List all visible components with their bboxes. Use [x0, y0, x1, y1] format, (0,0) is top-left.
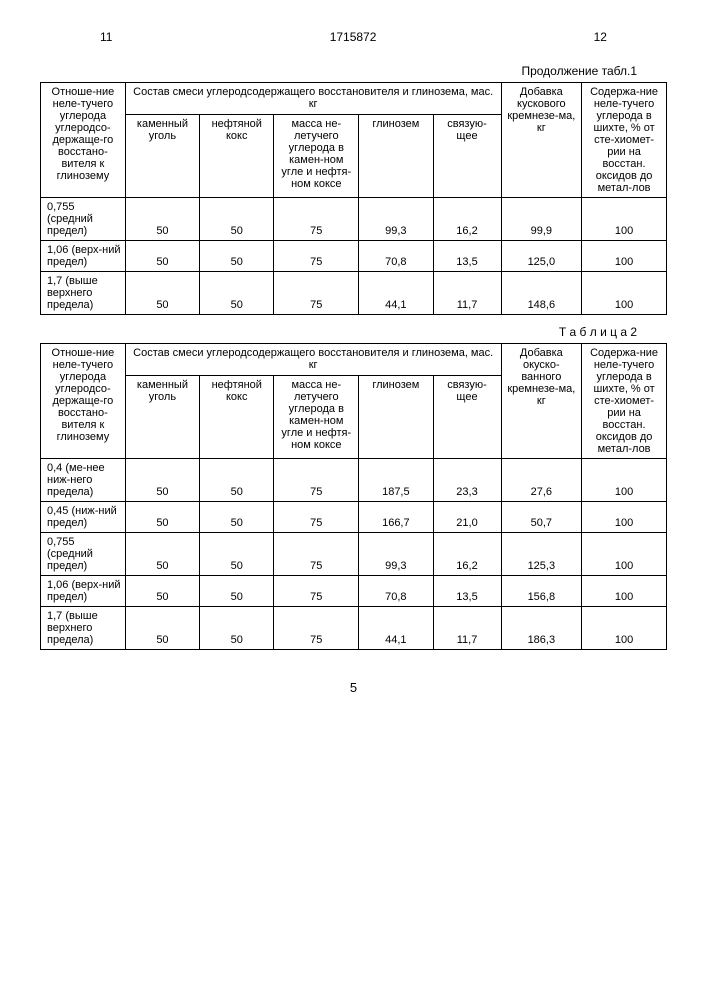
table-row: 0,45 (ниж-ний предел)505075166,721,050,7…: [41, 502, 667, 533]
cell-coal: 50: [125, 502, 199, 533]
cell-alumina: 44,1: [359, 272, 433, 315]
cell-additive: 50,7: [501, 502, 582, 533]
row-label: 0,755 (средний предел): [41, 533, 126, 576]
row-label: 0,4 (ме-нее ниж-него предела): [41, 459, 126, 502]
cell-alumina: 187,5: [359, 459, 433, 502]
cell-alumina: 99,3: [359, 198, 433, 241]
cell-content: 100: [582, 607, 667, 650]
t2-col-alumina: глинозем: [359, 376, 433, 459]
cell-alumina: 44,1: [359, 607, 433, 650]
t1-col-additive: Добавка кускового кремнезе-ма, кг: [501, 83, 582, 198]
cell-additive: 148,6: [501, 272, 582, 315]
cell-coal: 50: [125, 533, 199, 576]
cell-additive: 125,0: [501, 241, 582, 272]
cell-coal: 50: [125, 198, 199, 241]
cell-binder: 11,7: [433, 272, 501, 315]
cell-alumina: 99,3: [359, 533, 433, 576]
cell-coke: 50: [200, 198, 274, 241]
cell-content: 100: [582, 272, 667, 315]
t2-col-coal: каменный уголь: [125, 376, 199, 459]
t2-col-content: Содержа-ние неле-тучего углерода в шихте…: [582, 344, 667, 459]
t2-col-coke: нефтяной кокс: [200, 376, 274, 459]
row-label: 1,06 (верх-ний предел): [41, 241, 126, 272]
cell-mass: 75: [274, 198, 359, 241]
t2-col-ratio: Отноше-ние неле-тучего углерода углеродс…: [41, 344, 126, 459]
cell-coke: 50: [200, 241, 274, 272]
table1: Отноше-ние неле-тучего углерода углеродс…: [40, 82, 667, 315]
cell-coal: 50: [125, 459, 199, 502]
page-header: 11 1715872 12: [40, 30, 667, 44]
cell-binder: 13,5: [433, 576, 501, 607]
cell-coke: 50: [200, 607, 274, 650]
cell-mass: 75: [274, 533, 359, 576]
t1-col-mass: масса не-летучего углерода в камен-ном у…: [274, 115, 359, 198]
cell-alumina: 70,8: [359, 576, 433, 607]
t2-col-mass: масса не-летучего углерода в камен-ном у…: [274, 376, 359, 459]
cell-coke: 50: [200, 459, 274, 502]
page-left: 11: [100, 30, 112, 44]
row-label: 0,755 (средний предел): [41, 198, 126, 241]
cell-content: 100: [582, 459, 667, 502]
cell-content: 100: [582, 576, 667, 607]
cell-coke: 50: [200, 533, 274, 576]
table-row: 1,7 (выше верхнего предела)50507544,111,…: [41, 272, 667, 315]
cell-mass: 75: [274, 576, 359, 607]
t1-col-coke: нефтяной кокс: [200, 115, 274, 198]
t1-col-span: Состав смеси углеродсодержащего восстано…: [125, 83, 501, 115]
cell-alumina: 70,8: [359, 241, 433, 272]
table2-caption: Т а б л и ц а 2: [40, 325, 637, 339]
cell-coal: 50: [125, 272, 199, 315]
table-row: 1,7 (выше верхнего предела)50507544,111,…: [41, 607, 667, 650]
cell-mass: 75: [274, 459, 359, 502]
cell-additive: 99,9: [501, 198, 582, 241]
table2: Отноше-ние неле-тучего углерода углеродс…: [40, 343, 667, 650]
cell-binder: 21,0: [433, 502, 501, 533]
table-row: 1,06 (верх-ний предел)50507570,813,5156,…: [41, 576, 667, 607]
row-label: 1,7 (выше верхнего предела): [41, 272, 126, 315]
t2-col-binder: связую-щее: [433, 376, 501, 459]
cell-binder: 11,7: [433, 607, 501, 650]
cell-coal: 50: [125, 607, 199, 650]
row-label: 1,7 (выше верхнего предела): [41, 607, 126, 650]
cell-additive: 186,3: [501, 607, 582, 650]
row-label: 1,06 (верх-ний предел): [41, 576, 126, 607]
t1-col-binder: связую-щее: [433, 115, 501, 198]
t1-col-alumina: глинозем: [359, 115, 433, 198]
t1-col-ratio: Отноше-ние неле-тучего углерода углеродс…: [41, 83, 126, 198]
cell-content: 100: [582, 502, 667, 533]
cell-binder: 13,5: [433, 241, 501, 272]
t1-col-content: Содержа-ние неле-тучего углерода в шихте…: [582, 83, 667, 198]
table-row: 0,755 (средний предел)50507599,316,299,9…: [41, 198, 667, 241]
cell-coke: 50: [200, 272, 274, 315]
cell-coal: 50: [125, 241, 199, 272]
cell-additive: 27,6: [501, 459, 582, 502]
cell-alumina: 166,7: [359, 502, 433, 533]
cell-mass: 75: [274, 502, 359, 533]
table-row: 0,4 (ме-нее ниж-него предела)505075187,5…: [41, 459, 667, 502]
cell-binder: 23,3: [433, 459, 501, 502]
t2-col-span: Состав смеси углеродсодержащего восстано…: [125, 344, 501, 376]
row-label: 0,45 (ниж-ний предел): [41, 502, 126, 533]
t2-col-additive: Добавка окуско-ванного кремнезе-ма, кг: [501, 344, 582, 459]
cell-coal: 50: [125, 576, 199, 607]
cell-binder: 16,2: [433, 198, 501, 241]
page-right: 12: [594, 30, 607, 44]
doc-num: 1715872: [330, 30, 377, 44]
cell-mass: 75: [274, 241, 359, 272]
cell-content: 100: [582, 198, 667, 241]
cell-coke: 50: [200, 576, 274, 607]
t1-col-coal: каменный уголь: [125, 115, 199, 198]
cell-mass: 75: [274, 272, 359, 315]
cell-additive: 156,8: [501, 576, 582, 607]
table-row: 0,755 (средний предел)50507599,316,2125,…: [41, 533, 667, 576]
footer-page: 5: [40, 680, 667, 695]
cell-mass: 75: [274, 607, 359, 650]
cell-content: 100: [582, 241, 667, 272]
cell-binder: 16,2: [433, 533, 501, 576]
cell-content: 100: [582, 533, 667, 576]
table1-caption: Продолжение табл.1: [40, 64, 637, 78]
cell-additive: 125,3: [501, 533, 582, 576]
cell-coke: 50: [200, 502, 274, 533]
table-row: 1,06 (верх-ний предел)50507570,813,5125,…: [41, 241, 667, 272]
